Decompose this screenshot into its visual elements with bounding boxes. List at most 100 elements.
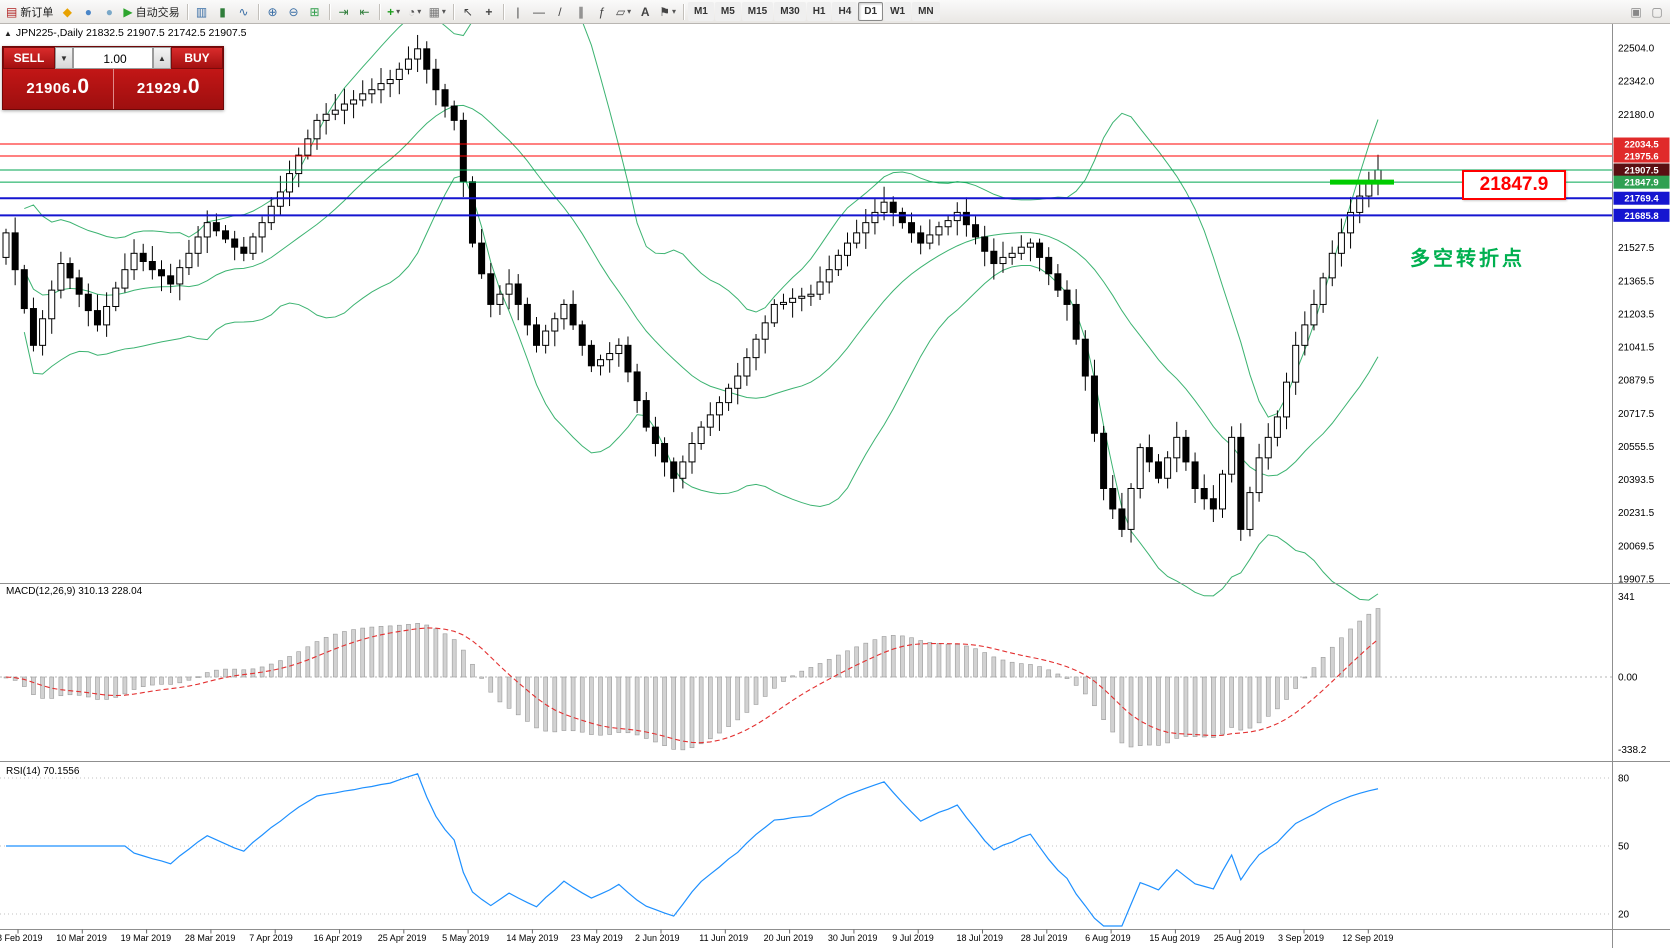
macd-histogram-bar: [1247, 676, 1253, 729]
timeframe-M15[interactable]: M15: [741, 2, 774, 21]
trade-panel-divider: [112, 69, 114, 109]
macd-histogram-bar: [168, 676, 173, 685]
bear-candle: [1145, 447, 1153, 463]
candlestick-chart-button[interactable]: ▮: [213, 2, 233, 22]
macd-axis-label: 0.00: [1618, 673, 1638, 684]
chart-text-annotation[interactable]: 多空转折点: [1410, 248, 1525, 270]
bear-candle: [642, 400, 650, 428]
price-axis-label: 22342.0: [1618, 77, 1655, 88]
bear-candle: [231, 238, 239, 248]
volume-decrease-stepper[interactable]: ▼: [55, 47, 73, 69]
level-price-badge-text: 21847.9: [1624, 178, 1658, 189]
rsi-axis-label: 80: [1618, 773, 1630, 784]
bull-candle: [1127, 487, 1135, 530]
date-axis[interactable]: 28 Feb 2019 10 Mar 2019 19 Mar 2019 28 Mar …: [0, 930, 1612, 948]
channel-tool-button[interactable]: ∥: [571, 2, 591, 22]
macd-histogram-bar: [1119, 676, 1125, 744]
text-tool-button[interactable]: A: [635, 2, 655, 22]
trendline-tool-button[interactable]: /: [550, 2, 570, 22]
buy-price[interactable]: 21929.0: [114, 69, 224, 109]
timeframe-M30[interactable]: M30: [774, 2, 806, 21]
auto-scroll-button[interactable]: ⇥: [334, 2, 354, 22]
macd-histogram-bar: [21, 676, 27, 687]
chart-shift-button[interactable]: ⇤: [355, 2, 375, 22]
dock-left-button[interactable]: ▣: [1626, 2, 1646, 22]
bear-candle: [670, 461, 678, 479]
bar-chart-button[interactable]: ▥: [192, 2, 212, 22]
horizontal-level-lines[interactable]: [0, 143, 1612, 217]
buy-button[interactable]: BUY: [171, 47, 223, 69]
macd-histogram-bar: [1037, 666, 1042, 678]
sell-button[interactable]: SELL: [3, 47, 55, 69]
timeframe-M5[interactable]: M5: [714, 2, 741, 21]
macd-histogram-bar: [653, 676, 658, 743]
sell-price[interactable]: 21906.0: [3, 69, 113, 109]
price-axis[interactable]: 22504.0 22342.0 22180.0 21527.5 21365.5 21203…: [1613, 44, 1670, 921]
crosshair-button[interactable]: +: [479, 2, 499, 22]
macd-histogram-bar: [406, 624, 411, 678]
timeframe-M1[interactable]: M1: [687, 2, 714, 21]
shapes-tool-button[interactable]: ▱ ▾: [613, 2, 634, 22]
pane-separators[interactable]: [0, 24, 1670, 948]
macd-histogram-bar: [497, 676, 503, 703]
macd-histogram-bar: [790, 675, 795, 678]
date-label: 9 Jul 2019: [892, 933, 934, 943]
trendline-icon: /: [558, 4, 562, 19]
macd-histogram-bar: [1311, 667, 1317, 678]
macd-histogram-bar: [845, 650, 850, 678]
fibonacci-tool-button[interactable]: ƒ: [592, 2, 612, 22]
tile-windows-button[interactable]: ⊞: [305, 2, 325, 22]
zoom-out-button[interactable]: ⊖: [284, 2, 304, 22]
bull-candle: [386, 78, 394, 85]
timeframe-MN[interactable]: MN: [912, 2, 940, 21]
arrows-tool-button[interactable]: ⚑ ▾: [656, 2, 679, 22]
mql5-button[interactable]: ◆: [57, 2, 77, 22]
macd-histogram-bar: [735, 676, 741, 721]
autotrading-button[interactable]: ▶ 自动交易: [120, 2, 182, 22]
volume-input[interactable]: [74, 48, 156, 70]
pane-collapse-arrow-icon[interactable]: ▲: [4, 28, 12, 38]
dock-right-button[interactable]: ▢: [1647, 2, 1667, 22]
bear-candle: [487, 273, 495, 305]
timeframe-W1[interactable]: W1: [884, 2, 912, 21]
timeframe-D1[interactable]: D1: [858, 2, 884, 21]
macd-histogram-bar: [662, 676, 667, 746]
news-button[interactable]: ●: [99, 2, 119, 22]
cursor-button[interactable]: ↖: [458, 2, 478, 22]
macd-histogram-bar: [387, 625, 393, 678]
macd-histogram-bar: [1174, 676, 1180, 739]
price-callout-label[interactable]: 21847.9: [1462, 170, 1566, 200]
macd-histogram-bar: [451, 639, 457, 678]
date-label: 6 Aug 2019: [1085, 933, 1131, 943]
indicators-button[interactable]: + ▾: [384, 2, 404, 22]
toolbar-separator: [502, 3, 504, 20]
bear-candle: [29, 308, 37, 346]
timeframe-H4[interactable]: H4: [832, 2, 858, 21]
horizontal-line-tool-button[interactable]: —: [529, 2, 549, 22]
bull-candle: [615, 344, 623, 355]
tile-windows-icon: ⊞: [309, 4, 320, 19]
macd-histogram-bar: [296, 651, 301, 678]
bear-candle: [423, 48, 431, 70]
timeframe-H1[interactable]: H1: [806, 2, 832, 21]
toolbar: ▤ 新订单 ◆ ● ● ▶ 自动交易 ▥ ▮ ∿ ⊕ ⊖ ⊞ ⇥ ⇤ + ▾ ◔ ▾…: [0, 0, 1670, 24]
line-chart-button[interactable]: ∿: [234, 2, 254, 22]
macd-histogram-bar: [58, 676, 64, 697]
new-order-button[interactable]: ▤ 新订单: [3, 2, 56, 22]
bull-candle: [1301, 324, 1309, 346]
buy-price-main: 21929: [136, 80, 182, 97]
templates-button[interactable]: ▦ ▾: [426, 2, 449, 22]
bull-candle: [734, 375, 742, 389]
periods-button[interactable]: ◔ ▾: [405, 2, 425, 22]
volume-increase-stepper[interactable]: ▲: [153, 47, 171, 69]
new-order-icon: ▤: [6, 4, 18, 19]
cursor-arrow-icon: ↖: [462, 4, 473, 19]
bull-candle: [1228, 436, 1236, 475]
bear-candle: [908, 222, 916, 234]
zoom-in-button[interactable]: ⊕: [263, 2, 283, 22]
date-ticks: [17, 929, 1369, 934]
macd-histogram-bar: [159, 676, 164, 685]
vertical-line-tool-button[interactable]: |: [508, 2, 528, 22]
community-button[interactable]: ●: [78, 2, 98, 22]
